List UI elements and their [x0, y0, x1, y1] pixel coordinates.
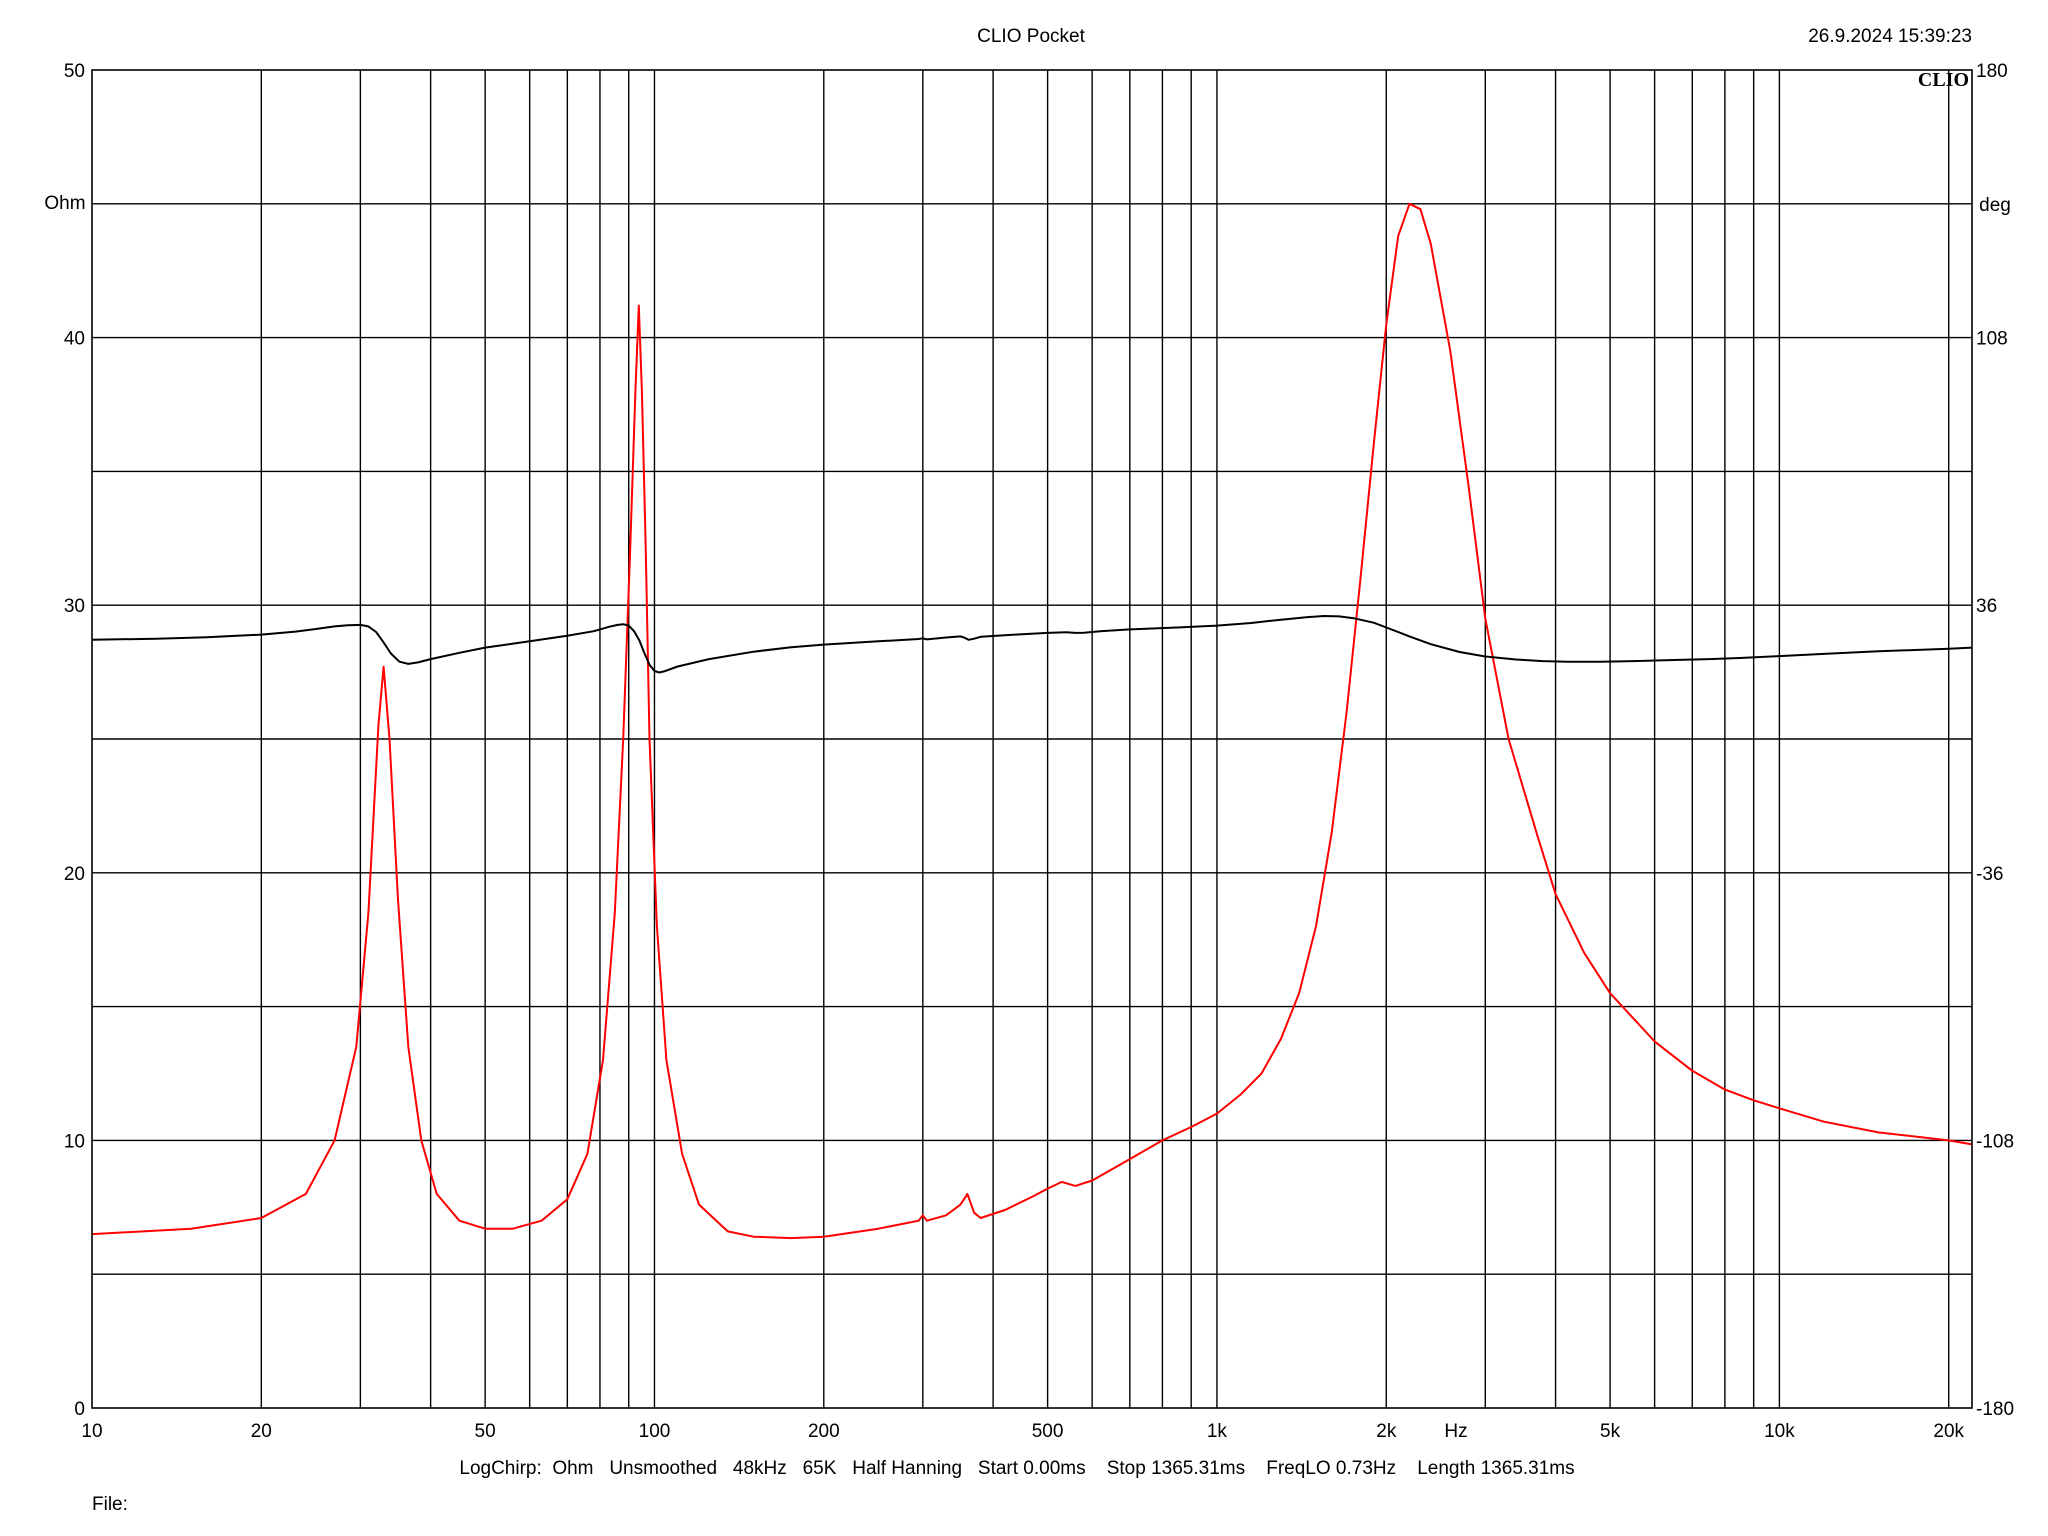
x-tick-label: 200 — [808, 1421, 840, 1442]
x-axis-unit: Hz — [1444, 1421, 1467, 1442]
right-axis-unit: deg — [1979, 195, 2011, 216]
brand-logo: CLIO — [1918, 69, 1969, 91]
x-tick-label: 500 — [1032, 1421, 1064, 1442]
phase-curve — [91, 615, 1973, 674]
left-tick-label: 50 — [64, 61, 85, 82]
right-tick-label: -36 — [1976, 864, 2003, 885]
x-tick-label: 10 — [81, 1421, 102, 1442]
x-tick-label: 50 — [475, 1421, 496, 1442]
right-tick-label: 180 — [1976, 61, 2008, 82]
timestamp: 26.9.2024 15:39:23 — [1808, 26, 1972, 47]
right-tick-label: -180 — [1976, 1399, 2014, 1420]
file-label: File: — [92, 1494, 128, 1515]
x-tick-label: 20 — [251, 1421, 272, 1442]
right-axis-tick-labels: -180 -108 -36 36 108 180 — [1976, 61, 2014, 1420]
chart-title: CLIO Pocket — [977, 26, 1085, 47]
x-tick-label: 20k — [1933, 1421, 1964, 1442]
x-tick-label: 100 — [639, 1421, 671, 1442]
left-axis-unit: Ohm — [44, 193, 85, 214]
measurement-settings: LogChirp: Ohm Unsmoothed 48kHz 65K Half … — [459, 1458, 1574, 1479]
x-tick-label: 1k — [1207, 1421, 1228, 1442]
grid — [92, 70, 1972, 1408]
left-tick-label: 10 — [64, 1131, 85, 1152]
series-layer — [91, 202, 1973, 1240]
left-tick-label: 20 — [64, 864, 85, 885]
x-axis-tick-labels: 10 20 50 100 200 500 1k 2k 5k 10k 20k — [81, 1421, 1964, 1442]
x-tick-label: 2k — [1376, 1421, 1397, 1442]
left-tick-label: 0 — [74, 1399, 85, 1420]
right-tick-label: 36 — [1976, 596, 1997, 617]
plot-frame — [91, 69, 1973, 1409]
left-tick-label: 40 — [64, 329, 85, 350]
right-tick-label: 108 — [1976, 329, 2008, 350]
left-axis-tick-labels: 0 10 20 30 40 50 — [64, 61, 85, 1420]
left-tick-label: 30 — [64, 596, 85, 617]
right-tick-label: -108 — [1976, 1131, 2014, 1152]
x-tick-label: 10k — [1764, 1421, 1795, 1442]
x-tick-label: 5k — [1600, 1421, 1621, 1442]
impedance-curve — [91, 202, 1973, 1240]
